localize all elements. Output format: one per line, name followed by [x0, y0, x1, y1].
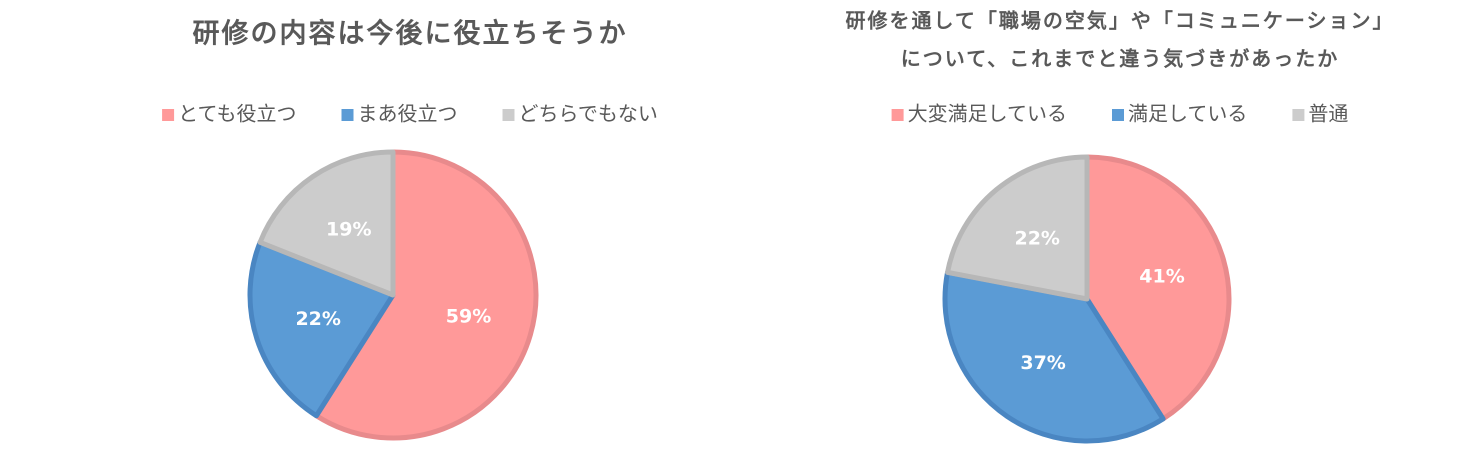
- chart-title: について、これまでと違う気づきがあったか: [901, 47, 1339, 71]
- pie-slice: [247, 239, 396, 419]
- legend-swatch: [502, 109, 515, 121]
- legend-label: とても役立つ: [178, 102, 296, 126]
- legend-label: 満足している: [1128, 102, 1247, 126]
- legend: 大変満足している 満足している 普通: [891, 102, 1348, 126]
- chart-title: 研修の内容は今後に役立ちそうか: [193, 18, 628, 50]
- legend-swatch: [891, 109, 904, 121]
- data-label: 59%: [446, 305, 491, 327]
- pie-slice: [942, 269, 1166, 444]
- chart-title: 研修を通して「職場の空気」や「コミュニケーション」: [846, 9, 1395, 33]
- pie-slice: [313, 149, 539, 441]
- legend-swatch: [1112, 109, 1124, 121]
- data-label: 22%: [1014, 227, 1059, 249]
- data-label: 41%: [1139, 266, 1184, 288]
- data-label: 22%: [295, 308, 340, 330]
- legend-label: どちらでもない: [519, 102, 658, 126]
- pie-slice: [945, 154, 1090, 302]
- data-label: 37%: [1020, 352, 1065, 374]
- data-label: 19%: [326, 218, 371, 240]
- legend-label: 普通: [1308, 102, 1348, 126]
- legend-swatch: [341, 109, 354, 121]
- legend: とても役立つ まあ役立つ どちらでもない: [162, 102, 658, 126]
- legend-label: まあ役立つ: [358, 102, 458, 126]
- legend-swatch: [162, 109, 175, 121]
- legend-label: 大変満足している: [908, 102, 1067, 126]
- legend-swatch: [1292, 109, 1305, 121]
- pie-slice: [257, 149, 396, 298]
